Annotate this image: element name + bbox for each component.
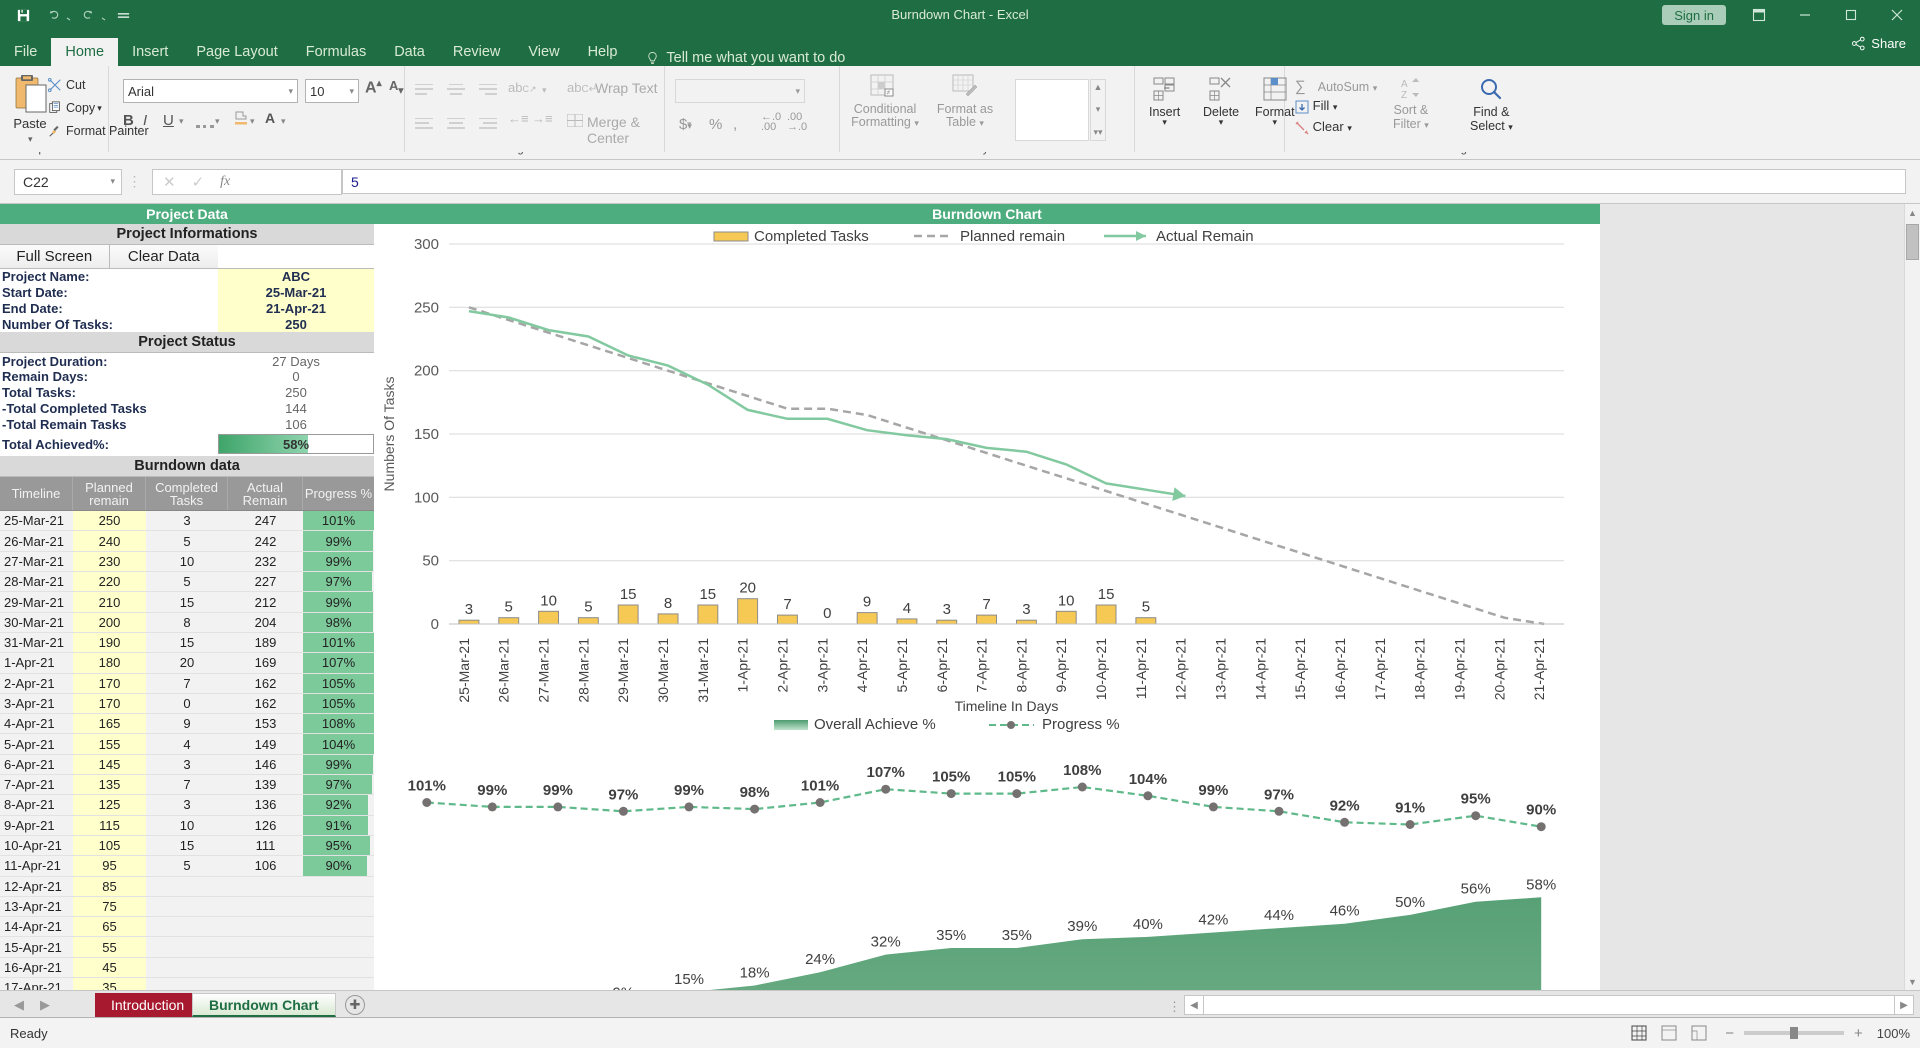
svg-text:Planned remain: Planned remain [960, 228, 1065, 245]
svg-text:14-Apr-21: 14-Apr-21 [1252, 638, 1268, 700]
svg-text:99%: 99% [1198, 782, 1228, 799]
svg-text:200: 200 [414, 363, 439, 380]
svg-text:99%: 99% [477, 782, 507, 799]
svg-text:10: 10 [1058, 592, 1075, 609]
svg-text:8-Apr-21: 8-Apr-21 [1013, 638, 1029, 693]
svg-text:9: 9 [863, 594, 871, 611]
svg-text:27-Mar-21: 27-Mar-21 [536, 638, 552, 703]
svg-text:5-Apr-21: 5-Apr-21 [894, 638, 910, 693]
svg-text:50%: 50% [1395, 894, 1425, 911]
svg-text:10-Apr-21: 10-Apr-21 [1093, 638, 1109, 700]
svg-text:95%: 95% [1461, 791, 1491, 808]
svg-text:4-Apr-21: 4-Apr-21 [854, 638, 870, 693]
svg-text:Progress %: Progress % [1042, 716, 1120, 733]
svg-text:100: 100 [414, 489, 439, 506]
svg-text:4: 4 [903, 600, 911, 617]
svg-text:105%: 105% [998, 769, 1036, 786]
svg-text:150: 150 [414, 426, 439, 443]
svg-text:29-Mar-21: 29-Mar-21 [615, 638, 631, 703]
svg-text:99%: 99% [543, 782, 573, 799]
svg-text:21-Apr-21: 21-Apr-21 [1531, 638, 1547, 700]
svg-text:44%: 44% [1264, 907, 1294, 924]
svg-text:Actual Remain: Actual Remain [1156, 228, 1254, 245]
svg-text:5: 5 [505, 599, 513, 616]
svg-text:46%: 46% [1330, 903, 1360, 920]
svg-text:300: 300 [414, 236, 439, 253]
svg-text:13-Apr-21: 13-Apr-21 [1213, 638, 1229, 700]
svg-text:39%: 39% [1067, 918, 1097, 935]
svg-text:104%: 104% [1129, 771, 1167, 788]
svg-text:2-Apr-21: 2-Apr-21 [775, 638, 791, 693]
svg-text:15-Apr-21: 15-Apr-21 [1292, 638, 1308, 700]
svg-text:90%: 90% [1526, 802, 1556, 819]
svg-text:42%: 42% [1198, 912, 1228, 929]
svg-text:31-Mar-21: 31-Mar-21 [695, 638, 711, 703]
svg-text:3: 3 [1022, 601, 1030, 618]
svg-text:∑: ∑ [1295, 78, 1306, 95]
svg-text:0: 0 [823, 605, 831, 622]
svg-text:101%: 101% [801, 778, 839, 795]
svg-text:19-Apr-21: 19-Apr-21 [1451, 638, 1467, 700]
svg-text:40%: 40% [1133, 916, 1163, 933]
svg-text:97%: 97% [608, 786, 638, 803]
svg-text:≠: ≠ [887, 90, 891, 97]
svg-text:107%: 107% [867, 764, 905, 781]
svg-text:10: 10 [540, 592, 557, 609]
svg-text:Completed Tasks: Completed Tasks [754, 228, 869, 245]
svg-text:99%: 99% [674, 782, 704, 799]
svg-text:101%: 101% [408, 778, 446, 795]
svg-text:250: 250 [414, 299, 439, 316]
svg-text:91%: 91% [1395, 800, 1425, 817]
svg-text:56%: 56% [1461, 881, 1491, 898]
svg-text:30-Mar-21: 30-Mar-21 [655, 638, 671, 703]
svg-text:50: 50 [422, 553, 439, 570]
svg-text:11-Apr-21: 11-Apr-21 [1133, 638, 1149, 699]
svg-text:24%: 24% [805, 951, 835, 968]
svg-text:3-Apr-21: 3-Apr-21 [814, 638, 830, 693]
svg-text:105%: 105% [932, 769, 970, 786]
svg-text:Overall Achieve %: Overall Achieve % [814, 716, 936, 733]
svg-text:8: 8 [664, 595, 672, 612]
svg-text:9-Apr-21: 9-Apr-21 [1053, 638, 1069, 693]
svg-text:16-Apr-21: 16-Apr-21 [1332, 638, 1348, 700]
svg-text:6-Apr-21: 6-Apr-21 [934, 638, 950, 693]
svg-text:92%: 92% [1330, 797, 1360, 814]
svg-text:18-Apr-21: 18-Apr-21 [1412, 638, 1428, 700]
svg-text:15: 15 [1098, 586, 1115, 603]
svg-text:108%: 108% [1063, 762, 1101, 779]
svg-text:Numbers Of Tasks: Numbers Of Tasks [381, 377, 397, 492]
svg-text:12-Apr-21: 12-Apr-21 [1173, 638, 1189, 700]
svg-text:18%: 18% [740, 965, 770, 982]
svg-text:26-Mar-21: 26-Mar-21 [496, 638, 512, 703]
svg-text:3: 3 [465, 601, 473, 618]
svg-text:3: 3 [943, 601, 951, 618]
svg-text:32%: 32% [871, 934, 901, 951]
svg-text:0: 0 [431, 616, 439, 633]
svg-text:7: 7 [783, 596, 791, 613]
svg-text:7-Apr-21: 7-Apr-21 [974, 638, 990, 693]
svg-text:15: 15 [699, 586, 716, 603]
svg-text:7: 7 [982, 596, 990, 613]
svg-text:20-Apr-21: 20-Apr-21 [1491, 638, 1507, 700]
svg-text:5: 5 [584, 599, 592, 616]
svg-text:A: A [1401, 79, 1408, 90]
svg-text:28-Mar-21: 28-Mar-21 [575, 638, 591, 703]
svg-text:97%: 97% [1264, 786, 1294, 803]
svg-text:35%: 35% [1002, 927, 1032, 944]
svg-text:25-Mar-21: 25-Mar-21 [456, 638, 472, 703]
svg-text:58%: 58% [1526, 876, 1556, 893]
svg-text:Z: Z [1401, 90, 1407, 100]
svg-text:15: 15 [620, 586, 637, 603]
svg-text:98%: 98% [740, 784, 770, 801]
svg-text:15%: 15% [674, 971, 704, 988]
svg-text:35%: 35% [936, 927, 966, 944]
svg-text:20: 20 [739, 580, 756, 597]
svg-text:17-Apr-21: 17-Apr-21 [1372, 638, 1388, 700]
svg-text:1-Apr-21: 1-Apr-21 [735, 638, 751, 693]
svg-text:5: 5 [1142, 599, 1150, 616]
